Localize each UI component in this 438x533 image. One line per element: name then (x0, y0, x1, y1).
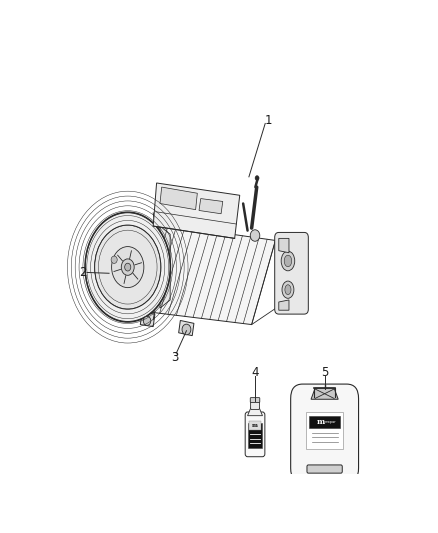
PathPatch shape (160, 187, 197, 209)
FancyBboxPatch shape (275, 232, 308, 314)
FancyBboxPatch shape (245, 412, 265, 457)
PathPatch shape (153, 183, 240, 238)
Ellipse shape (85, 213, 170, 321)
FancyBboxPatch shape (251, 400, 259, 409)
Text: 2: 2 (79, 266, 86, 279)
PathPatch shape (279, 300, 289, 310)
PathPatch shape (199, 199, 223, 214)
Text: 1: 1 (265, 114, 272, 127)
Ellipse shape (285, 285, 291, 295)
Circle shape (250, 230, 260, 241)
PathPatch shape (279, 238, 289, 253)
PathPatch shape (311, 388, 338, 399)
Ellipse shape (125, 263, 131, 271)
FancyBboxPatch shape (249, 422, 261, 430)
Circle shape (255, 175, 259, 181)
FancyBboxPatch shape (306, 413, 343, 448)
Ellipse shape (121, 259, 134, 276)
PathPatch shape (140, 311, 155, 327)
Circle shape (111, 256, 117, 263)
FancyBboxPatch shape (291, 384, 359, 482)
Ellipse shape (95, 225, 161, 309)
FancyBboxPatch shape (307, 465, 342, 473)
PathPatch shape (134, 224, 276, 325)
Ellipse shape (112, 247, 144, 288)
Text: m: m (252, 423, 258, 428)
Text: m: m (317, 418, 325, 426)
FancyBboxPatch shape (250, 398, 260, 402)
Text: 5: 5 (321, 366, 328, 379)
PathPatch shape (247, 407, 262, 416)
FancyBboxPatch shape (309, 416, 340, 428)
FancyBboxPatch shape (248, 423, 262, 448)
Circle shape (143, 317, 151, 325)
Ellipse shape (282, 281, 294, 298)
Text: mopar: mopar (325, 420, 336, 424)
Text: 4: 4 (251, 366, 259, 379)
PathPatch shape (179, 320, 194, 336)
Circle shape (182, 324, 191, 335)
Text: 3: 3 (172, 351, 179, 364)
Ellipse shape (284, 255, 292, 266)
Ellipse shape (281, 251, 295, 271)
PathPatch shape (160, 226, 170, 308)
